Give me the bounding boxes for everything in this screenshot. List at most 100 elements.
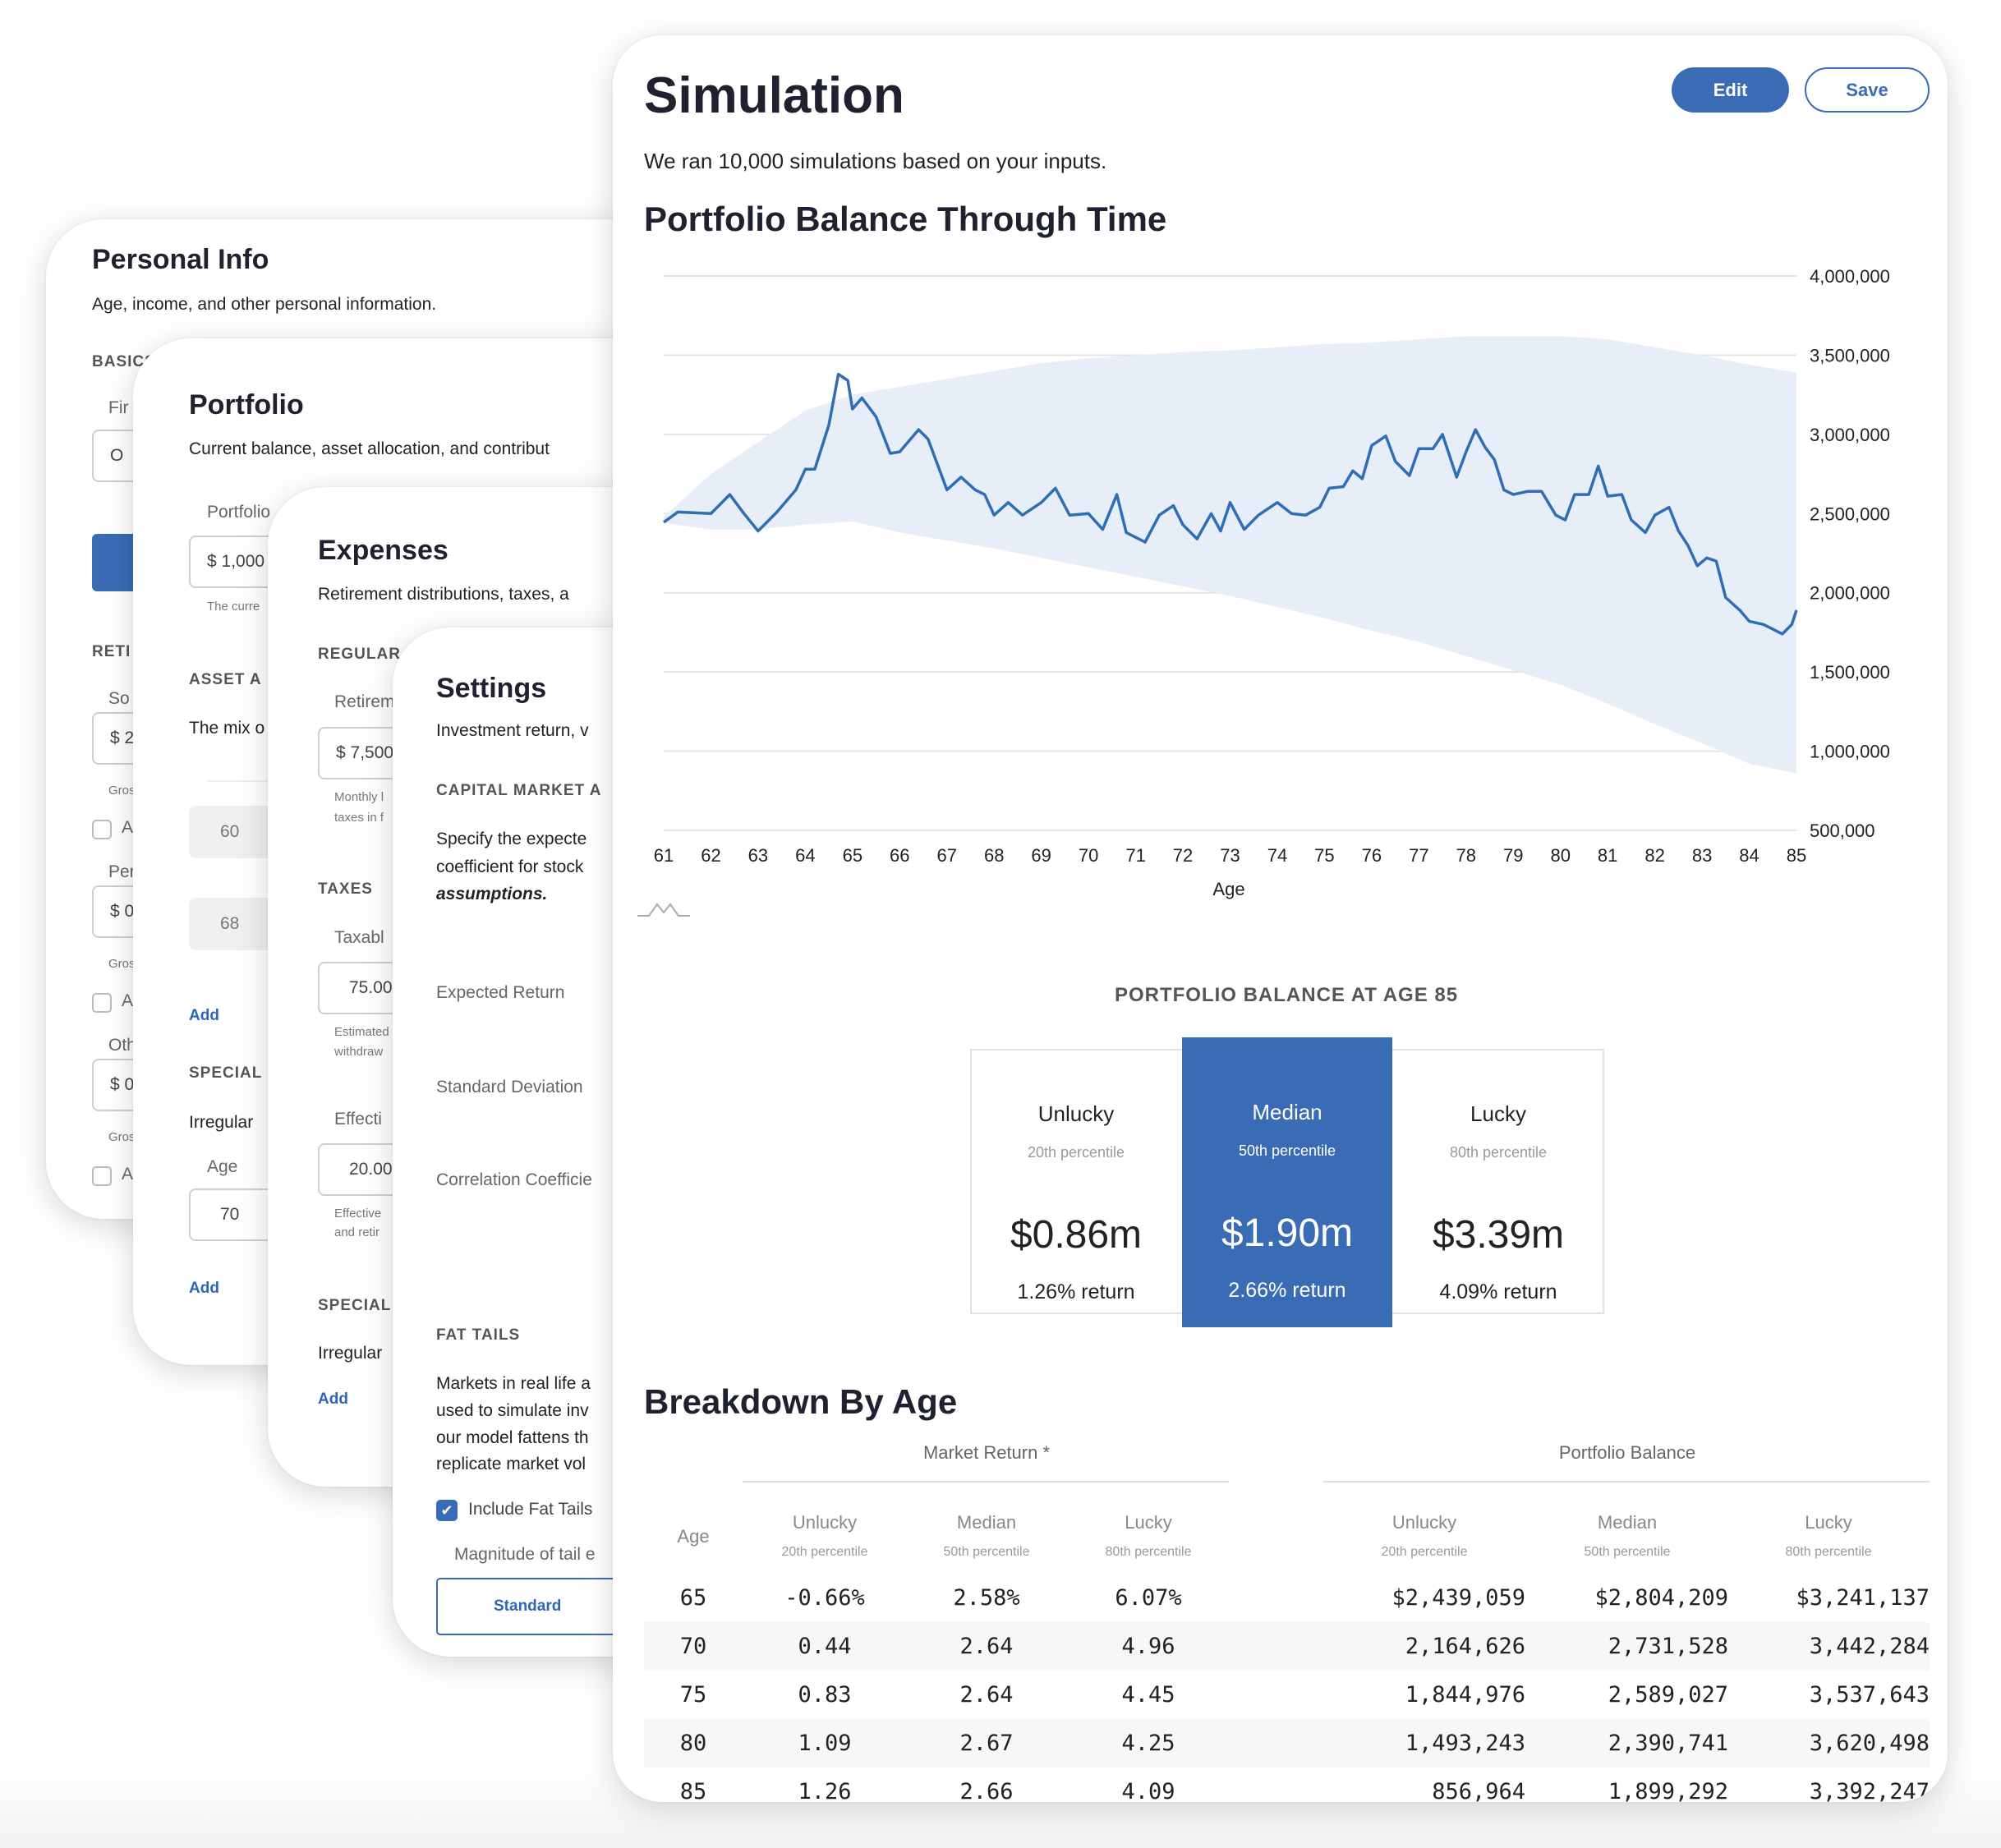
checkbox-3-label: A — [122, 1165, 134, 1184]
special-section-label: SPECIAL — [189, 1064, 263, 1082]
cma-text-3: assumptions. — [436, 885, 548, 903]
fat-tails-text-4: replicate market vol — [436, 1455, 586, 1473]
expenses-title: Expenses — [318, 535, 448, 566]
cell-pb-lucky: 3,537,643 — [1809, 1682, 1930, 1708]
pb-median-subheader: 50th percentile — [1584, 1545, 1671, 1559]
cell-mr-median: 2.66 — [959, 1779, 1014, 1802]
chart-logo-icon — [637, 903, 690, 917]
y-tick-label: 2,000,000 — [1810, 583, 1890, 604]
capital-market-section-label: CAPITAL MARKET A — [436, 782, 602, 799]
retirement-section-label: RETI — [92, 643, 131, 660]
include-fat-tails-checkbox[interactable]: ✔ — [436, 1500, 458, 1521]
x-tick-label: 75 — [1314, 845, 1334, 866]
cell-pb-unlucky: 1,844,976 — [1405, 1682, 1525, 1708]
pb-median-header: Median — [1597, 1512, 1658, 1533]
lucky-value: $3.39m — [1432, 1213, 1565, 1257]
simulation-title: Simulation — [644, 67, 904, 124]
portfolio-balance-help: The curre — [207, 600, 260, 614]
cell-pb-unlucky: 2,164,626 — [1405, 1634, 1525, 1659]
other-income-label: Oth — [108, 1036, 136, 1055]
x-tick-label: 62 — [701, 845, 720, 866]
pension-label: Per — [108, 862, 136, 881]
median-label: Median — [1252, 1100, 1322, 1124]
y-tick-label: 3,500,000 — [1810, 345, 1890, 365]
portfolio-balance-label: Portfolio — [207, 503, 271, 522]
cell-mr-median: 2.58% — [953, 1585, 1020, 1611]
personal-info-description: Age, income, and other personal informat… — [92, 295, 437, 314]
taxable-help-1: Estimated — [334, 1025, 389, 1039]
checkbox-1[interactable] — [92, 820, 112, 839]
retirement-spending-help-1: Monthly l — [334, 790, 384, 804]
age-value: 70 — [220, 1205, 240, 1224]
checkbox-3[interactable] — [92, 1166, 112, 1186]
cell-mr-median: 2.64 — [959, 1634, 1014, 1659]
x-tick-label: 71 — [1125, 845, 1145, 866]
other-income-help: Gros — [108, 1130, 136, 1144]
fat-tails-section-label: FAT TAILS — [436, 1326, 521, 1344]
x-tick-label: 63 — [748, 845, 768, 866]
fat-tails-text-2: used to simulate inv — [436, 1401, 589, 1420]
pb-unlucky-header: Unlucky — [1392, 1512, 1457, 1533]
magnitude-standard-label: Standard — [494, 1597, 562, 1615]
effective-tax-help-2: and retir — [334, 1225, 380, 1239]
asset-allocation-description: The mix o — [189, 719, 265, 738]
cell-mr-median: 2.64 — [959, 1682, 1014, 1708]
fat-tails-text-3: our model fattens th — [436, 1428, 589, 1447]
table-row: 65 -0.66% 2.58% 6.07% $2,439,059 $2,804,209 $3… — [644, 1574, 1930, 1622]
portfolio-balance-divider — [1323, 1481, 1930, 1483]
checkbox-2-label: A — [122, 991, 134, 1010]
edit-button[interactable]: Edit — [1672, 67, 1789, 113]
cell-mr-unlucky: 1.09 — [798, 1731, 852, 1756]
y-tick-label: 500,000 — [1810, 821, 1875, 841]
regular-section-label: REGULAR — [318, 646, 401, 663]
add-expense-link[interactable]: Add — [318, 1391, 348, 1408]
cell-pb-median: 1,899,292 — [1608, 1779, 1728, 1802]
retirement-spending-help-2: taxes in f — [334, 811, 384, 825]
pb-unlucky-subheader: 20th percentile — [1381, 1545, 1468, 1559]
taxes-section-label: TAXES — [318, 880, 373, 898]
effective-tax-label: Effecti — [334, 1110, 382, 1129]
summary-unlucky: Unlucky 20th percentile $0.86m 1.26% ret… — [971, 1037, 1181, 1327]
age-label: Age — [207, 1157, 238, 1176]
x-tick-label: 85 — [1787, 845, 1806, 866]
special-expenses-section-label: SPECIAL — [318, 1297, 392, 1314]
lucky-percentile: 80th percentile — [1449, 1144, 1548, 1161]
allocation-value-1: 60 — [220, 822, 240, 841]
portfolio-balance-group-header: Portfolio Balance — [1558, 1442, 1696, 1463]
y-tick-label: 3,000,000 — [1810, 425, 1890, 445]
add-allocation-link[interactable]: Add — [189, 1007, 219, 1024]
add-contribution-link[interactable]: Add — [189, 1280, 219, 1297]
irregular-label: Irregular — [189, 1113, 254, 1132]
pension-value: $ 0 — [110, 902, 135, 921]
x-tick-label: 68 — [984, 845, 1004, 866]
mr-unlucky-header: Unlucky — [792, 1512, 858, 1533]
cell-pb-lucky: $3,241,137 — [1796, 1585, 1930, 1611]
market-return-divider — [743, 1481, 1229, 1483]
mr-lucky-header: Lucky — [1125, 1512, 1172, 1533]
cell-pb-lucky: 3,442,284 — [1809, 1634, 1930, 1659]
cell-mr-median: 2.67 — [959, 1731, 1014, 1756]
cell-pb-median: 2,390,741 — [1608, 1731, 1728, 1756]
asset-allocation-section-label: ASSET A — [189, 671, 262, 688]
x-tick-label: 72 — [1173, 845, 1193, 866]
cell-mr-lucky: 4.09 — [1121, 1779, 1175, 1802]
correlation-label: Correlation Coefficie — [436, 1170, 592, 1189]
cell-mr-lucky: 4.45 — [1121, 1682, 1175, 1708]
cell-age: 85 — [679, 1779, 707, 1802]
x-tick-label: 70 — [1079, 845, 1098, 866]
cma-text-2: coefficient for stock — [436, 857, 584, 876]
age-column-header: Age — [677, 1526, 710, 1547]
median-path-line — [662, 372, 1798, 636]
x-axis-label: Age — [1212, 879, 1244, 899]
cell-mr-unlucky: 1.26 — [798, 1779, 852, 1802]
save-button[interactable]: Save — [1805, 67, 1930, 113]
cell-age: 80 — [679, 1731, 707, 1756]
taxable-label: Taxabl — [334, 928, 384, 947]
y-tick-label: 4,000,000 — [1810, 266, 1890, 287]
allocation-value-2: 68 — [220, 914, 240, 933]
x-tick-label: 61 — [654, 845, 674, 866]
expected-return-label: Expected Return — [436, 983, 565, 1002]
checkbox-2[interactable] — [92, 993, 112, 1013]
summary-heading: PORTFOLIO BALANCE AT AGE 85 — [1114, 984, 1459, 1006]
unlucky-value: $0.86m — [1010, 1213, 1143, 1257]
